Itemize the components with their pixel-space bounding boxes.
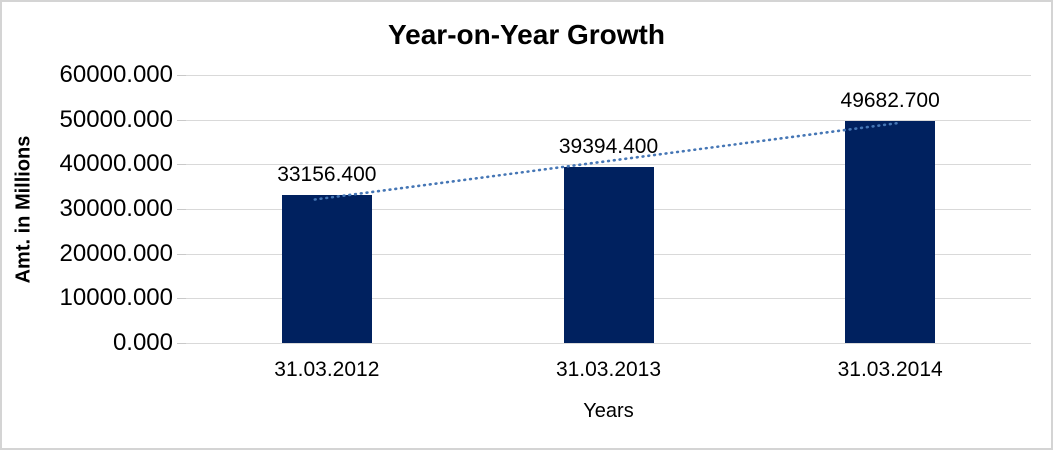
bar-31.03.2013 <box>563 167 654 343</box>
y-tick-mark <box>177 343 186 344</box>
y-tick-label: 20000.000 <box>59 239 173 267</box>
plot-area <box>186 75 1031 344</box>
x-tick-label: 31.03.2014 <box>837 358 943 381</box>
gridline <box>186 75 1031 76</box>
y-tick-label: 30000.000 <box>59 195 173 222</box>
y-tick-mark <box>177 298 186 300</box>
x-axis-title: Years <box>583 400 634 422</box>
x-tick-label: 31.03.2012 <box>274 358 380 381</box>
y-tick-label: 10000.000 <box>59 284 173 312</box>
y-tick-label: 60000.000 <box>59 61 173 88</box>
x-tick-label: 31.03.2013 <box>555 358 662 381</box>
bar-value-label: 49682.700 <box>840 89 940 113</box>
bar-value-label: 33156.400 <box>277 162 377 186</box>
gridline <box>186 343 1031 344</box>
y-tick-mark <box>177 75 186 76</box>
bar-31.03.2012 <box>281 194 372 343</box>
y-tick-label: 40000.000 <box>59 150 173 178</box>
y-tick-label: 50000.000 <box>59 105 173 133</box>
gridline <box>186 119 1031 121</box>
y-tick-mark <box>177 119 186 121</box>
y-tick-mark <box>177 253 186 255</box>
y-tick-mark <box>177 164 186 166</box>
y-tick-label: 0.000 <box>112 329 173 356</box>
y-tick-mark <box>177 209 186 210</box>
bar-31.03.2014 <box>845 121 936 343</box>
chart-title: Year-on-Year Growth <box>388 19 665 50</box>
bar-value-label: 39394.400 <box>558 135 659 159</box>
